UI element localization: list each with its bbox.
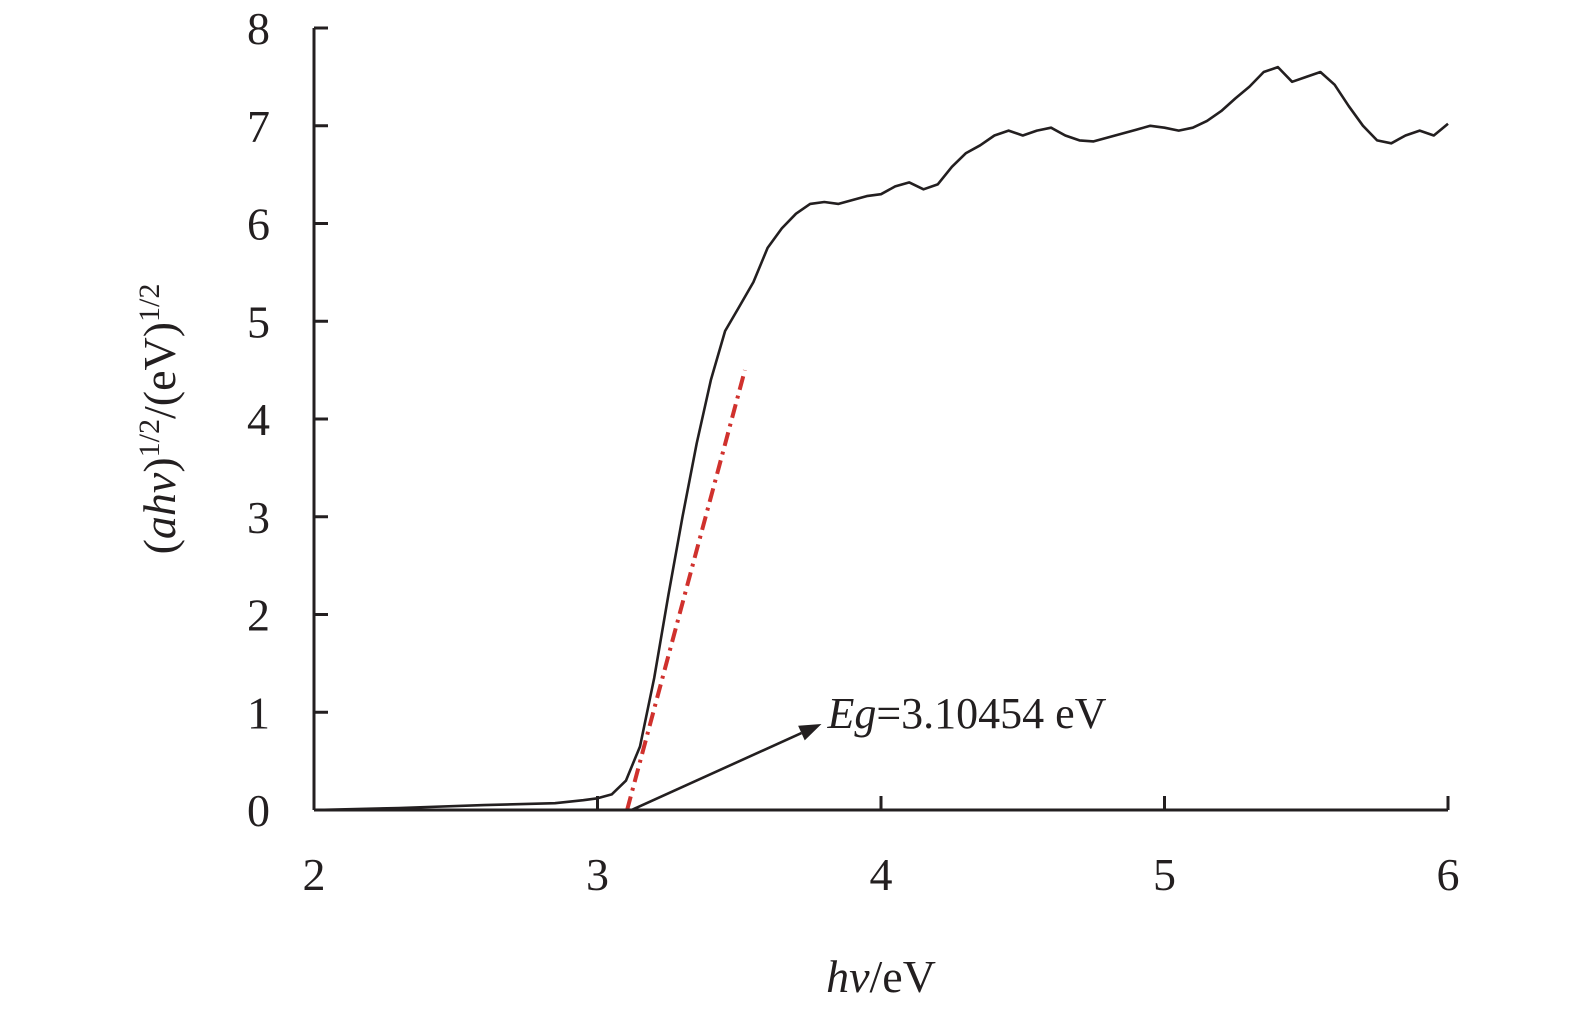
ticks: 0 1 2 3 4 5 6 7 8 2 3 4 5 6 [247,3,1460,900]
x-tick-label: 3 [586,849,609,900]
absorption-curve [313,65,1449,812]
x-axis-title-unit: /eV [870,951,936,1002]
plot-area [313,65,1449,812]
annotation-eg: Eg [826,689,876,738]
x-tick-label: 2 [303,849,326,900]
annotation-value: =3.10454 eV [876,689,1106,738]
y-axis-title-sup2: 1/2 [133,284,166,322]
x-tick-label: 4 [870,849,893,900]
annotation-label: Eg=3.10454 eV [826,689,1106,738]
y-tick-label: 6 [247,199,270,250]
x-tick-label: 5 [1153,849,1176,900]
y-tick-label: 0 [247,785,270,836]
y-tick-label: 2 [247,590,270,641]
y-tick-label: 4 [247,394,270,445]
x-axis-title: hv/eV [826,951,936,1002]
y-tick-label: 7 [247,101,270,152]
linear-fit-line [625,369,747,811]
y-axis-title-close: ) [134,457,185,472]
annotation-arrow [630,731,802,812]
y-tick-label: 8 [247,3,270,54]
eg-annotation: Eg=3.10454 eV [630,689,1107,812]
y-axis-title-italic: ahv [134,472,185,539]
y-axis-title-sup1: 1/2 [133,419,166,457]
y-axis-title: (ahv)1/2/(eV)1/2 [133,284,185,555]
y-axis-title-mid: /(eV) [134,322,185,419]
y-tick-label: 5 [247,296,270,347]
annotation-arrow-head [798,723,822,741]
y-axis-title-open: ( [134,539,185,554]
y-tick-label: 1 [247,687,270,738]
x-axis-title-italic: hv [826,951,870,1002]
y-tick-label: 3 [247,492,270,543]
x-tick-label: 6 [1437,849,1460,900]
